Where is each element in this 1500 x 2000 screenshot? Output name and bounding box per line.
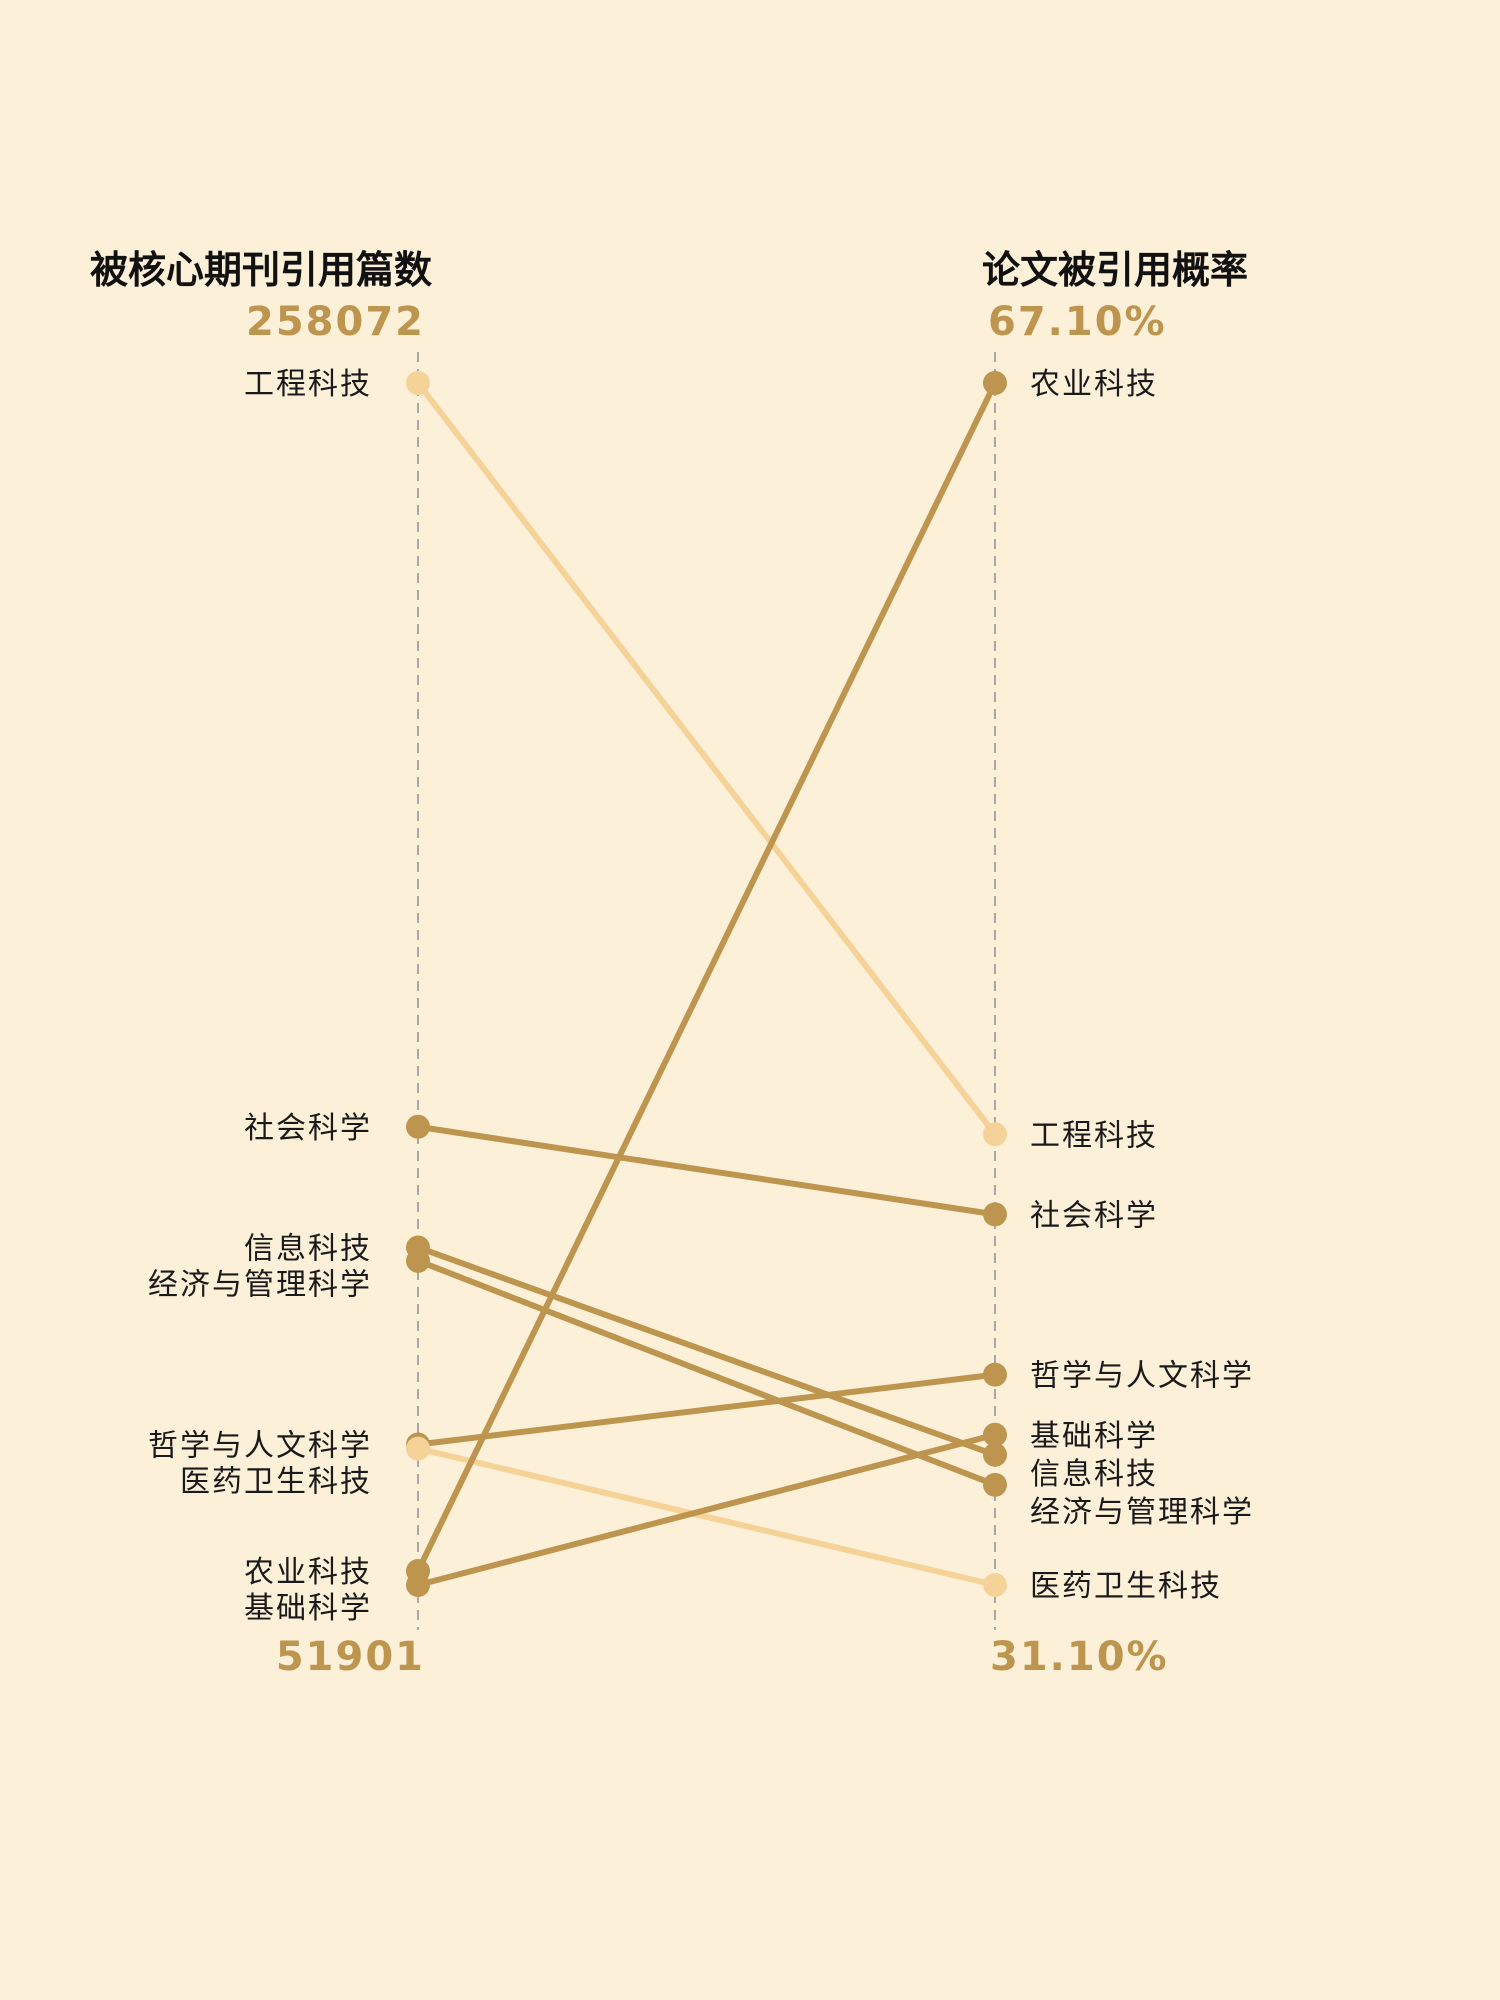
slope-line-series-5 (415, 1445, 998, 1588)
left-label-series-3: 经济与管理科学 (148, 1267, 372, 1302)
right-axis-min-label: 31.10% (990, 1634, 1169, 1680)
left-label-series-4: 哲学与人文科学 (148, 1429, 372, 1464)
right-label-series-1: 社会科学 (1030, 1198, 1158, 1233)
right-label-series-4: 哲学与人文科学 (1030, 1359, 1254, 1394)
right-point-series-4 (983, 1362, 1007, 1387)
left-point-series-0 (406, 371, 430, 395)
left-axis-title: 被核心期刊引用篇数 (90, 248, 432, 292)
left-axis-max-label: 258072 (246, 299, 425, 345)
right-point-series-3 (983, 1472, 1007, 1497)
left-label-series-6: 农业科技 (244, 1555, 372, 1590)
left-label-series-2: 信息科技 (244, 1231, 372, 1266)
left-axis-min-label: 51901 (276, 1634, 425, 1680)
right-label-series-6: 农业科技 (1030, 367, 1158, 402)
left-label-series-7: 基础科学 (244, 1591, 372, 1626)
right-label-series-0: 工程科技 (1030, 1118, 1158, 1153)
slope-line-series-1 (415, 1123, 998, 1218)
slope-line-series-0 (415, 380, 998, 1138)
right-point-series-1 (983, 1202, 1007, 1227)
slope-line-series-3 (415, 1257, 998, 1488)
slope-line-series-7 (415, 1431, 998, 1588)
right-label-series-7: 基础科学 (1030, 1419, 1158, 1454)
right-label-series-5: 医药卫生科技 (1030, 1569, 1222, 1604)
left-point-series-5 (406, 1436, 430, 1461)
right-axis-title: 论文被引用概率 (982, 248, 1248, 292)
right-point-series-2 (983, 1442, 1007, 1467)
chart-marks: 工程科技工程科技社会科学社会科学信息科技信息科技经济与管理科学经济与管理科学哲学… (148, 367, 1254, 1626)
right-point-series-0 (983, 1122, 1007, 1147)
right-point-series-5 (983, 1573, 1007, 1597)
slope-line-series-2 (415, 1244, 998, 1458)
right-label-series-3: 经济与管理科学 (1030, 1495, 1254, 1530)
right-point-series-6 (983, 371, 1007, 395)
slope-line-series-4 (415, 1371, 998, 1448)
left-point-series-7 (406, 1573, 430, 1597)
right-point-series-7 (983, 1422, 1007, 1447)
right-axis-max-label: 67.10% (988, 299, 1167, 345)
left-point-series-3 (406, 1248, 430, 1273)
slope-line-series-6 (415, 380, 998, 1575)
right-label-series-2: 信息科技 (1030, 1457, 1158, 1492)
left-label-series-0: 工程科技 (244, 367, 372, 402)
left-point-series-1 (406, 1114, 430, 1139)
left-label-series-1: 社会科学 (244, 1111, 372, 1146)
left-label-series-5: 医药卫生科技 (180, 1465, 372, 1500)
